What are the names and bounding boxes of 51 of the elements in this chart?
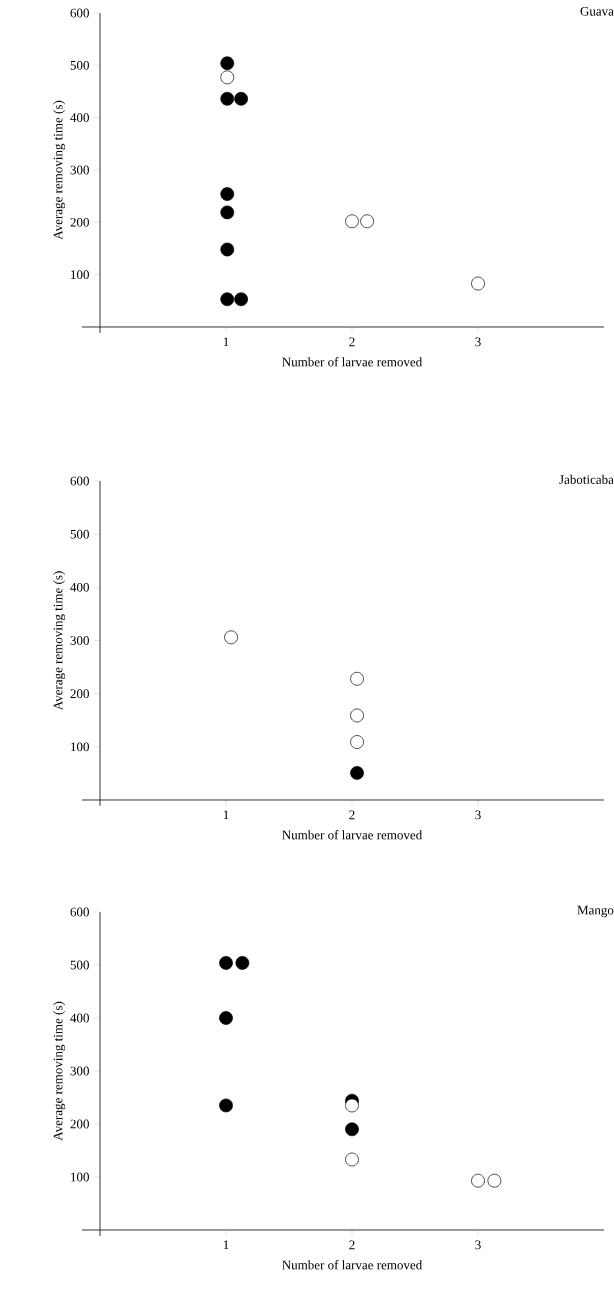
point <box>234 91 249 106</box>
point <box>350 766 364 780</box>
point <box>220 187 235 201</box>
x-axis-title: Number of larvae removed <box>282 1260 423 1270</box>
point <box>220 56 235 71</box>
y-tick-label: 200 <box>70 1119 90 1129</box>
y-axis-title: Average removing time (s) <box>53 1001 66 1141</box>
y-tick-label: 300 <box>70 636 90 645</box>
y-tick-label: 300 <box>70 165 90 175</box>
y-tick-label: 400 <box>70 1013 90 1023</box>
point <box>220 242 235 257</box>
point <box>234 292 249 307</box>
point <box>345 1098 359 1113</box>
point <box>345 1122 359 1137</box>
chart-title: Jaboticaba <box>559 474 614 484</box>
y-tick-label: 500 <box>70 529 90 539</box>
y-tick-label: 400 <box>70 113 90 123</box>
y-axis-title: Average removing time (s) <box>53 100 66 240</box>
x-tick-label: 3 <box>475 1240 481 1250</box>
x-tick-label: 1 <box>223 337 229 347</box>
y-tick-label: 600 <box>70 907 90 917</box>
y-axis-title: Average removing time (s) <box>53 571 66 711</box>
y-tick-label: 400 <box>70 582 90 592</box>
y-tick-label: 300 <box>70 1066 90 1076</box>
point <box>219 1098 233 1113</box>
y-tick-label: 500 <box>70 960 90 970</box>
x-tick-label: 1 <box>223 1240 229 1250</box>
y-tick-label: 100 <box>71 1172 90 1182</box>
point <box>220 292 235 307</box>
point <box>220 91 235 106</box>
x-tick-label: 2 <box>349 810 355 820</box>
point <box>235 956 250 970</box>
y-tick-label: 600 <box>70 8 90 18</box>
x-tick-label: 2 <box>349 337 355 347</box>
chart-title: Guava <box>580 6 614 16</box>
x-axis-title: Number of larvae removed <box>282 830 423 840</box>
y-tick-label: 500 <box>70 60 90 70</box>
x-tick-label: 2 <box>349 1240 355 1250</box>
point <box>219 956 233 970</box>
y-tick-label: 100 <box>71 270 90 280</box>
point <box>219 1011 233 1025</box>
y-tick-label: 600 <box>70 476 90 486</box>
point <box>220 205 235 220</box>
x-tick-label: 3 <box>475 337 481 347</box>
y-tick-label: 200 <box>70 689 90 699</box>
y-tick-label: 200 <box>70 217 90 227</box>
y-tick-label: 100 <box>71 742 90 752</box>
x-axis-title: Number of larvae removed <box>282 357 423 367</box>
chart-title: Mango <box>577 905 614 918</box>
x-tick-label: 1 <box>223 810 229 820</box>
x-tick-label: 3 <box>475 810 481 820</box>
